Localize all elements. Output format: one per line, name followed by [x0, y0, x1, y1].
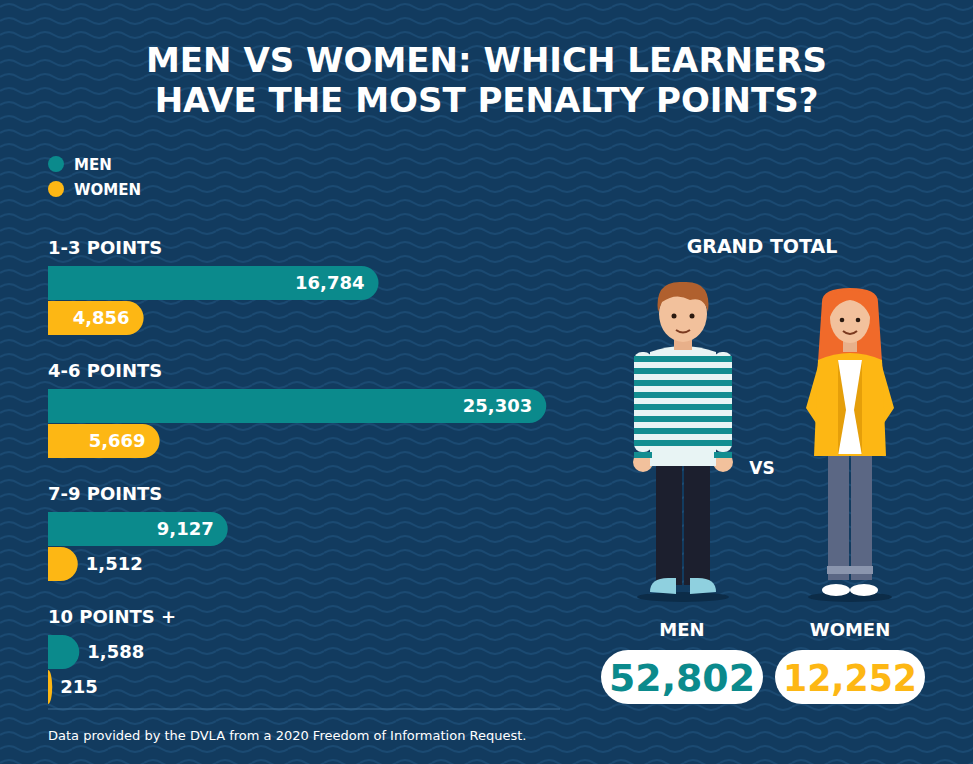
- bar: [48, 512, 228, 546]
- shoe: [690, 578, 716, 594]
- shirt-stripe: [634, 392, 732, 398]
- totals-separator: VS: [749, 458, 774, 478]
- arm: [714, 352, 732, 452]
- data-label: 9,127: [157, 518, 214, 539]
- bar: [48, 424, 160, 458]
- eye: [840, 318, 845, 323]
- jacket-lapel: [854, 360, 862, 456]
- bar: [48, 547, 78, 581]
- woman-figure: [806, 288, 894, 602]
- data-label: 4,856: [73, 307, 130, 328]
- bar: [48, 389, 546, 423]
- totals-pill: [775, 650, 925, 704]
- mouth: [843, 331, 857, 334]
- data-label: 5,669: [89, 430, 146, 451]
- background: [0, 0, 973, 764]
- mouth: [676, 330, 690, 333]
- category-label: 4-6 POINTS: [48, 360, 162, 381]
- bar: [48, 670, 52, 704]
- leg: [684, 460, 710, 585]
- eye: [856, 318, 861, 323]
- category-label: 1-3 POINTS: [48, 237, 162, 258]
- shoe: [850, 584, 878, 596]
- totals-title: GRAND TOTAL: [687, 235, 838, 257]
- jacket: [814, 353, 886, 456]
- shirt-hem: [652, 452, 714, 466]
- shirt-stripe: [634, 416, 732, 422]
- category-label: 7-9 POINTS: [48, 483, 162, 504]
- x-axis-line: [48, 709, 560, 710]
- data-label: 215: [60, 676, 98, 697]
- hair: [658, 282, 709, 312]
- shirt-stripe: [634, 428, 732, 434]
- totals-value: 52,802: [609, 656, 755, 700]
- legend-swatch: [48, 181, 64, 197]
- cuff: [827, 566, 850, 574]
- shoe: [650, 578, 676, 594]
- legend-swatch: [48, 156, 64, 172]
- legend-label: WOMEN: [74, 181, 141, 199]
- shirt-stripe: [634, 404, 732, 410]
- bar: [48, 301, 144, 335]
- data-label: 1,512: [86, 553, 143, 574]
- eye: [690, 314, 695, 319]
- totals-value: 12,252: [783, 656, 917, 700]
- shoe: [822, 584, 850, 596]
- shadow: [637, 592, 729, 602]
- background-pattern: [0, 0, 973, 764]
- shirt-stripe: [634, 356, 732, 362]
- data-label: 1,588: [87, 641, 144, 662]
- bar: [48, 635, 79, 669]
- data-label: 16,784: [295, 272, 364, 293]
- legend-label: MEN: [74, 156, 112, 174]
- title-line: MEN VS WOMEN: WHICH LEARNERS: [146, 40, 827, 80]
- leg: [851, 448, 872, 580]
- source-note: Data provided by the DVLA from a 2020 Fr…: [48, 728, 526, 743]
- chart-canvas: MEN VS WOMEN: WHICH LEARNERSHAVE THE MOS…: [0, 0, 973, 764]
- shirt-stripe: [634, 368, 732, 374]
- bar: [48, 266, 379, 300]
- shirt-stripe: [634, 380, 732, 386]
- eye: [672, 314, 677, 319]
- hair: [828, 290, 872, 322]
- totals-name: MEN: [659, 619, 704, 640]
- totals-name: WOMEN: [810, 619, 890, 640]
- shirt-stripe: [634, 440, 732, 446]
- cuff: [850, 566, 873, 574]
- title: MEN VS WOMEN: WHICH LEARNERSHAVE THE MOS…: [146, 40, 827, 120]
- category-label: 10 POINTS +: [48, 606, 176, 627]
- title-line: HAVE THE MOST PENALTY POINTS?: [155, 80, 819, 120]
- data-label: 25,303: [463, 395, 532, 416]
- totals-pill: [601, 650, 763, 704]
- jacket-lapel: [838, 360, 846, 456]
- man-figure: [633, 282, 733, 602]
- leg: [828, 448, 849, 580]
- bars: [48, 266, 546, 704]
- arm: [634, 352, 652, 452]
- leg: [656, 460, 682, 585]
- shadow: [808, 592, 892, 602]
